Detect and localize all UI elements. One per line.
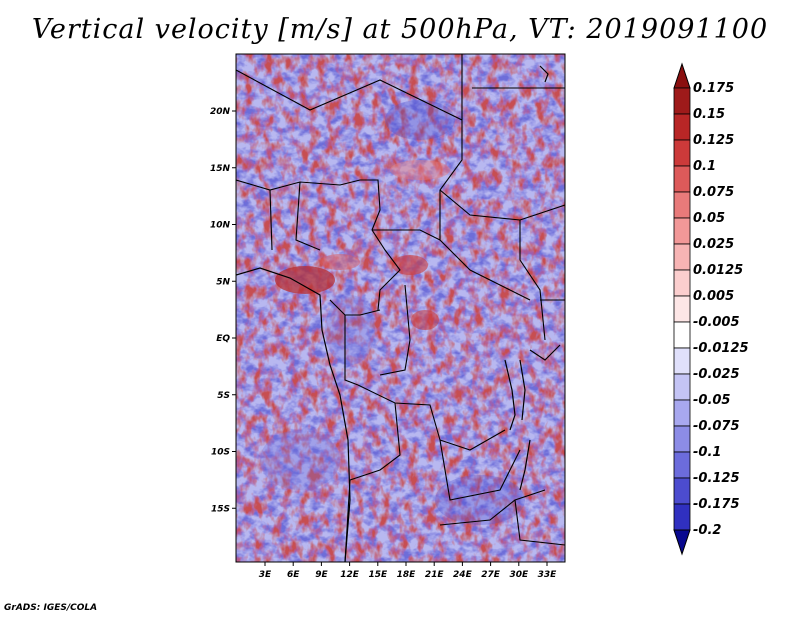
latitude-axis: 20N 15N 10N 5N EQ 5S 10S 15S: [210, 107, 236, 514]
colorbar-label: -0.125: [693, 471, 740, 486]
field-texture: [236, 54, 565, 562]
colorbar-label: 0.0125: [693, 263, 743, 278]
colorbar-label: 0.005: [693, 289, 734, 304]
lat-tick-label: EQ: [216, 334, 230, 344]
colorbar-swatch: [673, 373, 691, 401]
colorbar-swatch: [673, 347, 691, 375]
colorbar-swatch: [673, 243, 691, 271]
colorbar-swatch: [673, 451, 691, 479]
longitude-axis: 3E 6E 9E 12E 15E 18E 21E 24E 27E 30E 33E: [259, 562, 557, 580]
lon-tick-label: 33E: [538, 570, 558, 580]
colorbar-label: 0.025: [693, 237, 734, 252]
lon-tick-label: 9E: [315, 570, 328, 580]
ascent-region: [390, 160, 450, 180]
colorbar-swatch: [673, 191, 691, 219]
lat-tick-label: 15N: [210, 164, 231, 174]
chart-title: Vertical velocity [m/s] at 500hPa, VT: 2…: [31, 14, 769, 45]
colorbar-label: 0.075: [693, 185, 734, 200]
colorbar-label: -0.05: [693, 393, 730, 408]
colorbar-label: -0.175: [693, 497, 740, 512]
lat-tick-label: 5S: [217, 391, 230, 401]
vertical-velocity-field: [236, 54, 565, 562]
colorbar-swatch: [673, 217, 691, 245]
lat-tick-label: 10S: [211, 448, 230, 458]
colorbar-label: -0.005: [693, 315, 740, 330]
colorbar-label: -0.1: [693, 445, 721, 460]
lon-tick-label: 6E: [287, 570, 300, 580]
ascent-region: [320, 254, 360, 270]
colorbar-swatch: [673, 477, 691, 505]
country-borders: [236, 54, 565, 562]
lon-tick-label: 12E: [340, 570, 360, 580]
colorbar-swatch: [673, 399, 691, 427]
descent-region: [260, 430, 340, 490]
colorbar-bottom-arrow: [673, 529, 691, 556]
footer-credit: GrADS: IGES/COLA: [4, 603, 98, 613]
colorbar-label: -0.075: [693, 419, 740, 434]
map-frame: [235, 53, 566, 563]
colorbar-swatch: [673, 165, 691, 193]
colorbar-swatch: [673, 425, 691, 453]
descent-region: [325, 295, 375, 365]
colorbar-top-arrow: [673, 62, 691, 89]
colorbar-swatch: [673, 295, 691, 323]
colorbar: 0.175 0.15 0.125 0.1 0.075 0.05 0.025 0.0125 0.0…: [673, 62, 749, 556]
colorbar-swatch: [673, 269, 691, 297]
colorbar-swatch: [673, 113, 691, 141]
lon-tick-label: 3E: [259, 570, 272, 580]
lat-tick-label: 10N: [210, 221, 231, 231]
lat-tick-label: 20N: [210, 107, 231, 117]
colorbar-label: 0.05: [693, 211, 725, 226]
lon-tick-label: 30E: [509, 570, 529, 580]
colorbar-label: 0.175: [693, 81, 734, 96]
colorbar-label: 0.125: [693, 133, 734, 148]
colorbar-label: -0.2: [693, 523, 721, 538]
colorbar-label: 0.15: [693, 107, 725, 122]
colorbar-swatch: [673, 503, 691, 531]
descent-region: [385, 100, 455, 140]
descent-region: [435, 475, 525, 525]
colorbar-label: -0.0125: [693, 341, 749, 356]
coastlines: [236, 65, 549, 562]
lat-tick-label: 5N: [216, 277, 230, 287]
lat-tick-label: 15S: [211, 504, 230, 514]
ascent-region: [275, 266, 335, 294]
ascent-region: [411, 310, 439, 330]
colorbar-swatch: [673, 87, 691, 115]
colorbar-swatch: [673, 139, 691, 167]
lon-tick-label: 15E: [368, 570, 388, 580]
lon-tick-label: 18E: [397, 570, 417, 580]
ascent-region: [392, 255, 428, 275]
lon-tick-label: 21E: [425, 570, 445, 580]
lon-tick-label: 24E: [453, 570, 473, 580]
lon-tick-label: 27E: [481, 570, 501, 580]
colorbar-swatch: [673, 321, 691, 349]
colorbar-label: 0.1: [693, 159, 716, 174]
colorbar-label: -0.025: [693, 367, 740, 382]
